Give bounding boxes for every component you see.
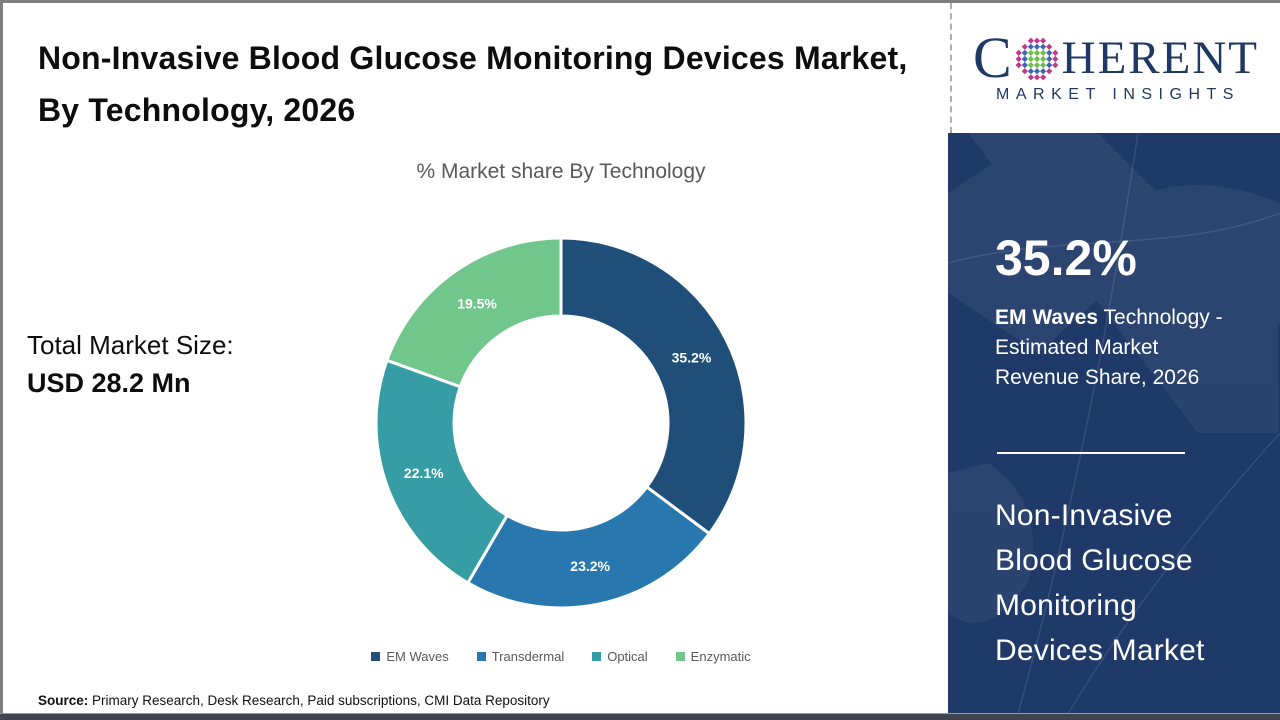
globe-dot bbox=[1045, 61, 1052, 68]
slice-data-label: 35.2% bbox=[672, 350, 712, 366]
globe-dot bbox=[1045, 43, 1052, 50]
legend-swatch bbox=[675, 652, 685, 661]
logo-area: C HERENT MARKET INSIGHTS bbox=[950, 3, 1280, 133]
globe-dot bbox=[1045, 55, 1052, 62]
globe-dot bbox=[1051, 49, 1059, 56]
globe-dot bbox=[1033, 43, 1040, 50]
legend-label: Enzymatic bbox=[690, 649, 751, 664]
globe-dot bbox=[1027, 55, 1034, 62]
globe-dot bbox=[1015, 61, 1022, 68]
legend-item-optical: Optical bbox=[592, 649, 648, 664]
legend-label: Optical bbox=[607, 649, 648, 664]
left-border bbox=[0, 0, 3, 714]
legend-swatch bbox=[371, 652, 381, 661]
legend-item-transdermal: Transdermal bbox=[476, 649, 565, 664]
legend-swatch bbox=[592, 652, 602, 661]
page-title: Non-Invasive Blood Glucose Monitoring De… bbox=[38, 40, 908, 128]
logo-globe-icon bbox=[1015, 37, 1059, 80]
globe-dot bbox=[1027, 67, 1034, 74]
donut-slice-optical bbox=[374, 358, 510, 585]
total-market-size-value: USD 28.2 Mn bbox=[27, 368, 191, 398]
bottom-border bbox=[0, 713, 1280, 720]
globe-dot bbox=[1027, 73, 1034, 80]
highlight-stat-value: 35.2% bbox=[995, 230, 1137, 286]
globe-dot bbox=[1027, 37, 1034, 44]
globe-dot bbox=[1039, 61, 1046, 68]
globe-dot bbox=[1039, 37, 1046, 44]
company-logo: C HERENT bbox=[972, 24, 1260, 90]
globe-dot bbox=[1033, 67, 1040, 74]
globe-dot bbox=[1021, 55, 1028, 62]
globe-dot bbox=[1039, 55, 1046, 62]
globe-dot bbox=[1033, 73, 1040, 80]
globe-dot bbox=[1033, 55, 1040, 62]
legend-label: Transdermal bbox=[491, 649, 565, 664]
globe-dot bbox=[1021, 43, 1028, 50]
world-map-overlay bbox=[948, 133, 1280, 714]
logo-subtitle: MARKET INSIGHTS bbox=[996, 85, 1240, 103]
sidebar-market-title: Non-Invasive Blood Glucose Monitoring De… bbox=[995, 499, 1205, 667]
top-border bbox=[0, 0, 1280, 3]
slice-data-label: 22.1% bbox=[404, 465, 444, 481]
logo-letters-herent: HERENT bbox=[1061, 31, 1260, 84]
total-market-size: Total Market Size: USD 28.2 Mn bbox=[27, 326, 234, 402]
globe-dot bbox=[1021, 61, 1028, 68]
globe-dot bbox=[1039, 67, 1046, 74]
slice-data-label: 19.5% bbox=[457, 296, 497, 312]
globe-dot bbox=[1033, 61, 1040, 68]
chart-legend: EM Waves Transdermal Optical Enzymatic bbox=[280, 649, 842, 664]
globe-dot bbox=[1027, 61, 1034, 68]
slice-data-label: 23.2% bbox=[570, 558, 610, 574]
globe-dot bbox=[1021, 67, 1028, 74]
donut-slice-transdermal bbox=[465, 484, 712, 610]
chart-subtitle: % Market share By Technology bbox=[416, 160, 706, 183]
globe-dot bbox=[1051, 61, 1059, 68]
total-market-size-label: Total Market Size: bbox=[27, 330, 234, 360]
sidebar-divider bbox=[997, 452, 1185, 454]
globe-dot bbox=[1015, 49, 1022, 56]
highlight-stat-segment: EM Waves bbox=[995, 306, 1099, 329]
globe-dot bbox=[1027, 43, 1034, 50]
globe-dot bbox=[1027, 49, 1034, 56]
globe-dot bbox=[1033, 37, 1040, 44]
source-text: Primary Research, Desk Research, Paid su… bbox=[88, 693, 550, 708]
globe-dot bbox=[1033, 49, 1040, 56]
legend-item-enzymatic: Enzymatic bbox=[675, 649, 751, 664]
globe-dot bbox=[1045, 67, 1052, 74]
globe-dot bbox=[1039, 73, 1046, 80]
donut-chart: 35.2% 23.2% 22.1% 19.5% bbox=[374, 236, 748, 610]
legend-item-em-waves: EM Waves bbox=[371, 649, 449, 664]
logo-letter-c: C bbox=[972, 24, 1012, 90]
legend-label: EM Waves bbox=[386, 649, 449, 664]
highlight-stat-description: EM Waves Technology - Estimated Market R… bbox=[995, 303, 1231, 393]
highlight-stat-rest: Technology - Estimated Market Revenue Sh… bbox=[995, 306, 1223, 389]
legend-swatch bbox=[476, 652, 486, 661]
globe-dot bbox=[1021, 49, 1028, 56]
donut-slice-enzymatic bbox=[385, 236, 563, 389]
sidebar-panel: 35.2% EM Waves Technology - Estimated Ma… bbox=[948, 133, 1280, 714]
globe-dot bbox=[1039, 49, 1046, 56]
globe-dot bbox=[1051, 55, 1059, 62]
source-line: Source: Primary Research, Desk Research,… bbox=[38, 693, 550, 708]
globe-dot bbox=[1015, 55, 1022, 62]
globe-dot bbox=[1039, 43, 1046, 50]
donut-slice-em-waves bbox=[559, 236, 748, 536]
source-label: Source: bbox=[38, 693, 89, 708]
globe-dot bbox=[1045, 49, 1052, 56]
